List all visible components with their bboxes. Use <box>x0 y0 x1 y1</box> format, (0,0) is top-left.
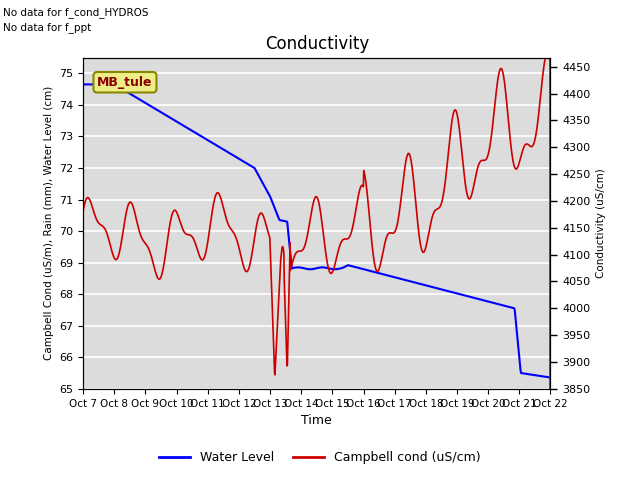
Y-axis label: Conductivity (uS/cm): Conductivity (uS/cm) <box>596 168 606 278</box>
Legend: Water Level, Campbell cond (uS/cm): Water Level, Campbell cond (uS/cm) <box>154 446 486 469</box>
Text: MB_tule: MB_tule <box>97 76 153 89</box>
Title: Conductivity: Conductivity <box>265 35 369 53</box>
X-axis label: Time: Time <box>301 414 332 427</box>
Text: No data for f_ppt: No data for f_ppt <box>3 22 92 33</box>
Y-axis label: Campbell Cond (uS/m), Rain (mm), Water Level (cm): Campbell Cond (uS/m), Rain (mm), Water L… <box>44 86 54 360</box>
Text: No data for f_cond_HYDROS: No data for f_cond_HYDROS <box>3 7 148 18</box>
